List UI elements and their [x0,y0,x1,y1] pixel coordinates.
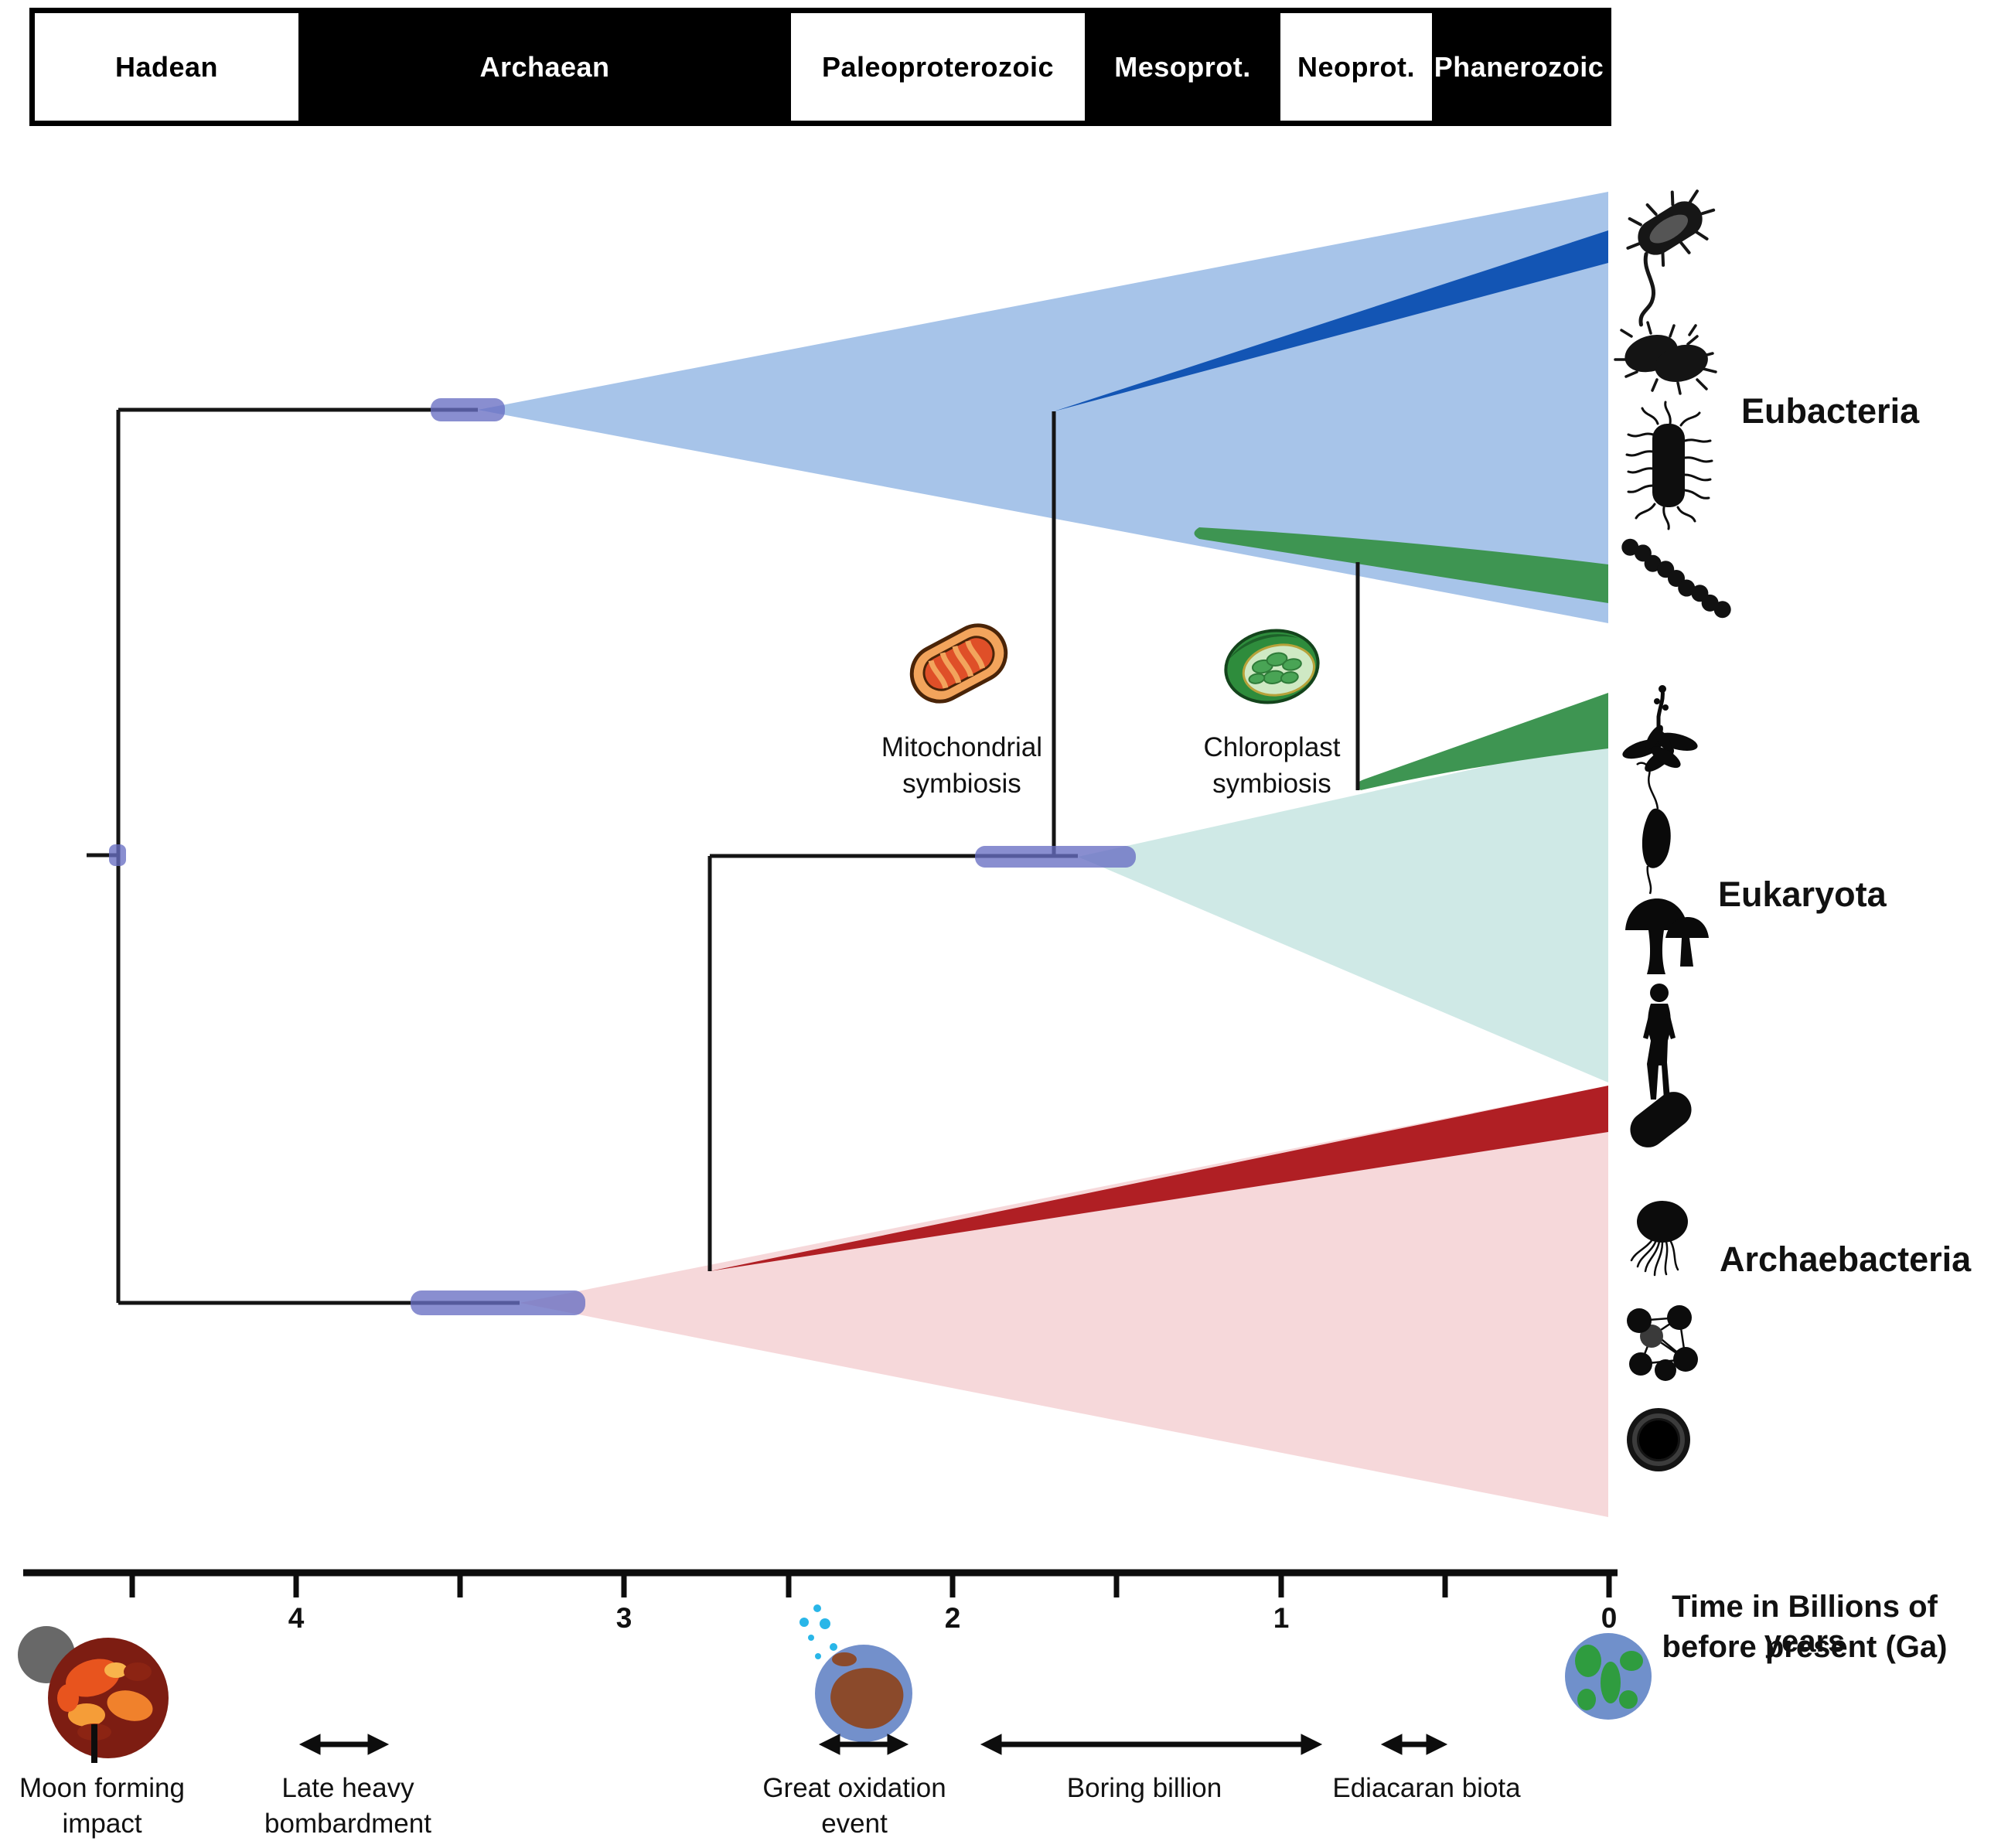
mitochondrial-symbiosis-label: Mitochondrial symbiosis [881,732,1043,799]
proteobacteria-band [1054,230,1608,411]
eubacteria-wedge [478,192,1608,623]
era-segment-phanerozoic: Phanerozoic [1432,13,1606,121]
oxygen-bubbles-icon [799,1604,837,1659]
era-label: Archaean [479,50,610,83]
clade-label-eubacteria: Eubacteria [1741,391,1920,431]
event-label-boring-billion: Boring billion [1066,1773,1222,1803]
fimbriated-rod-bacterium-icon [1625,401,1713,530]
great-oxidation-arrow [818,1734,909,1755]
axis-tick-label-0: 0 [1601,1602,1618,1634]
plant-lineage-wedge [1356,693,1608,790]
root-node-bar [109,844,126,866]
axis-title-line2: before present (Ga) [1662,1630,1948,1664]
event-label-ediacaran-biota: Ediacaran biota [1332,1773,1521,1803]
archaebacteria-wedge [520,1086,1608,1517]
era-segment-neoproterozoic: Neoprot. [1280,13,1432,121]
clade-label-archaebacteria: Archaebacteria [1720,1239,1972,1279]
axis-title-line1: Time in Billions of years [1672,1590,1938,1659]
axis-tick-label-4: 4 [288,1602,305,1634]
event-label-great-oxidation-event: Great oxidation event [762,1773,946,1839]
time-axis [23,1569,1618,1597]
era-segment-paleoproterozoic: Paleoproterozoic [791,13,1085,121]
boring-billion-arrow [980,1734,1323,1755]
oxygenated-earth-icon [815,1645,912,1742]
filamentous-cyanobacterium-icon [1621,538,1731,619]
euglenid-protist-icon [1636,762,1671,895]
axis-tick-label-1: 1 [1273,1602,1290,1634]
archaebacteria-node-bar [411,1291,585,1315]
axis-tick-label-2: 2 [944,1602,961,1634]
tufted-flagellate-archaeon-icon [1630,1201,1688,1277]
rod-archaeon-icon [1630,1092,1692,1147]
cyanobacteria-band [1194,527,1608,603]
red-archaea-band [710,1086,1608,1271]
era-label: Phanerozoic [1434,50,1604,83]
event-label-moon-forming-impact: Moon forming impact [19,1773,185,1839]
molten-earth-icon [48,1638,169,1758]
era-label: Paleoproterozoic [821,50,1055,83]
era-segment-hadean: Hadean [35,13,298,121]
human-icon [1643,984,1676,1100]
eukaryota-node-bar [975,846,1136,868]
chloroplast-icon [1224,629,1320,704]
spiky-coccus-pair-icon [1614,321,1717,395]
late-heavy-bombardment-arrow [298,1734,390,1755]
clade-label-eukaryota: Eukaryota [1718,875,1887,914]
thick-walled-coccoid-archaeon-icon [1627,1408,1690,1471]
era-segment-mesoproterozoic: Mesoprot. [1085,13,1280,121]
axis-tick-label-3: 3 [615,1602,632,1634]
era-label: Hadean [114,50,219,83]
mitochondrion-icon [909,623,1008,704]
event-label-late-heavy-bombardment: Late heavy bombardment [264,1773,431,1839]
chloroplast-symbiosis-label: Chloroplast symbiosis [1203,732,1341,799]
rosette-plant-icon [1622,685,1698,772]
ediacaran-biota-arrow [1380,1734,1448,1755]
era-label: Neoprot. [1297,50,1415,83]
geological-era-bar: Hadean Archaean Paleoproterozoic Mesopro… [29,8,1611,126]
flagellated-bacterium-icon [1626,189,1716,327]
mushrooms-icon [1625,898,1709,974]
eubacteria-node-bar [431,398,505,421]
eukaryota-wedge [1078,739,1608,1083]
archaeal-cell-cluster-icon [1627,1305,1698,1381]
era-label: Mesoprot. [1114,50,1251,83]
era-segment-archaean: Archaean [298,13,791,121]
modern-earth-icon [1565,1633,1652,1720]
